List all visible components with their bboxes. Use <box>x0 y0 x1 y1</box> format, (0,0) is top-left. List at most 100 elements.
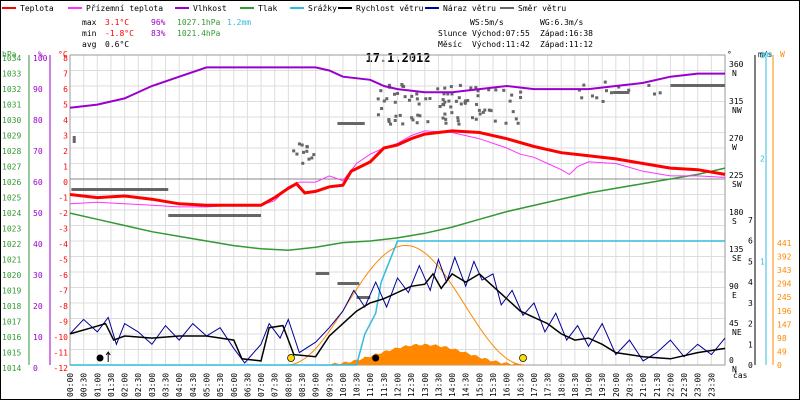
series-smer-dot <box>601 99 605 103</box>
tick-time: 17:30 <box>544 373 553 397</box>
series-smer-dot <box>385 97 389 101</box>
tick-time: 07:00 <box>257 373 266 397</box>
series-smer-dot <box>424 97 428 101</box>
tick-time: 13:30 <box>434 373 443 397</box>
tick-hpa: 1034 <box>2 54 21 63</box>
tick-time: 19:00 <box>585 373 594 397</box>
tick-dir: 270 <box>729 134 744 143</box>
series-smer-dot <box>580 96 584 100</box>
series-smer-dot <box>305 145 309 149</box>
tick-time: 12:00 <box>394 373 403 397</box>
series-smer-dot <box>582 83 586 87</box>
tick-dir-name: SW <box>732 180 742 189</box>
tick-time: 22:30 <box>680 373 689 397</box>
stats-max-srazky: 1.2mm <box>227 18 251 27</box>
legend-label-naraz: Náraz větru <box>443 4 496 13</box>
tick-solar: 392 <box>777 253 792 262</box>
tick-time: 09:30 <box>325 373 334 397</box>
tick-time: 05:00 <box>202 373 211 397</box>
tick-temp: -1 <box>58 194 68 203</box>
tick-time: 21:30 <box>653 373 662 397</box>
tick-temp: 4 <box>63 116 68 125</box>
tick-ms: 7 <box>748 216 753 225</box>
series-smer-dot <box>394 114 398 118</box>
tick-time: 14:00 <box>448 373 457 397</box>
series-smer-dot <box>483 108 487 112</box>
series-smer-dot <box>297 142 301 146</box>
series-smer-dot <box>392 92 396 96</box>
tick-temp: 5 <box>63 101 68 110</box>
tick-time: 11:30 <box>380 373 389 397</box>
series-smer-dot <box>610 91 614 95</box>
info-slunce-zapad: Západ:16:38 <box>540 29 593 38</box>
series-smer-dot <box>502 88 506 92</box>
tick-ms: 1 <box>748 340 753 349</box>
series-smer-bar-8 <box>670 84 725 87</box>
tick-rain: 2 <box>760 154 765 163</box>
tick-rain: 3 <box>760 51 765 60</box>
series-smer-dot <box>415 97 419 101</box>
tick-time: 16:30 <box>516 373 525 397</box>
tick-pct: 0 <box>33 364 38 373</box>
tick-hpa: 1029 <box>2 132 21 141</box>
series-smer-dot <box>387 118 391 122</box>
tick-time: 18:30 <box>571 373 580 397</box>
series-smer-dot <box>511 110 515 114</box>
series-smer-dot <box>301 161 305 165</box>
tick-ms: 0 <box>748 361 753 370</box>
series-smer-dot <box>450 111 454 115</box>
series-smer-dot <box>389 122 393 126</box>
series-smer-dot <box>442 92 446 96</box>
tick-dir-name: N <box>732 365 737 374</box>
series-smer-bar-6 <box>356 296 371 299</box>
tick-time: 09:00 <box>312 373 321 397</box>
tick-dir: 135 <box>729 245 744 254</box>
series-smer-dot <box>441 98 445 102</box>
stats-max-teplota: 3.1°C <box>105 18 129 27</box>
series-smer-dot <box>403 95 407 99</box>
legend-label-tlak: Tlak <box>258 4 277 13</box>
tick-temp: -12 <box>54 364 69 373</box>
tick-time: 21:00 <box>639 373 648 397</box>
tick-temp: 2 <box>63 147 68 156</box>
tick-temp: -4 <box>58 240 68 249</box>
tick-dir-name: NW <box>732 106 742 115</box>
series-smer-dot <box>454 99 458 103</box>
tick-time: 01:00 <box>93 373 102 397</box>
series-smer-dot <box>418 114 422 118</box>
stats-min-label: min <box>82 29 97 38</box>
series-smer-dot <box>603 80 607 84</box>
tick-ms: 4 <box>748 278 753 287</box>
moon-marker <box>96 354 104 362</box>
series-smer-dot <box>447 99 451 103</box>
tick-dir: 180 <box>729 208 744 217</box>
series-srazky <box>70 240 725 366</box>
legend-label-prizemni: Přízemní teplota <box>86 4 163 13</box>
tick-temp: -3 <box>58 225 68 234</box>
tick-dir-name: W <box>732 143 737 152</box>
tick-hpa: 1022 <box>2 240 21 249</box>
series-smer-dot <box>387 120 391 124</box>
tick-time: 11:00 <box>366 373 375 397</box>
tick-time: 08:30 <box>298 373 307 397</box>
series-smer-bar-3 <box>337 122 365 125</box>
tick-ms: 3 <box>748 299 753 308</box>
tick-hpa: 1028 <box>2 147 21 156</box>
tick-time: 03:00 <box>148 373 157 397</box>
stats-min-tlak: 1021.4hPa <box>177 29 221 38</box>
tick-dir: 90 <box>729 282 739 291</box>
tick-pct: 30 <box>33 271 43 280</box>
stats-max-tlak: 1027.1hPa <box>177 18 221 27</box>
tick-time: 10:00 <box>339 373 348 397</box>
moon-marker <box>372 354 380 362</box>
info-mesic-label: Měsíc <box>438 40 462 49</box>
series-smer-bar-5 <box>315 272 330 275</box>
sun-marker <box>287 354 295 362</box>
tick-time: 07:30 <box>271 373 280 397</box>
tick-time: 17:00 <box>530 373 539 397</box>
series-smer-dot <box>466 99 470 103</box>
series-smer-dot <box>487 108 491 112</box>
moon-arrow-head <box>105 351 111 356</box>
series-smer-dot <box>426 120 430 124</box>
tick-temp: 7 <box>63 70 68 79</box>
